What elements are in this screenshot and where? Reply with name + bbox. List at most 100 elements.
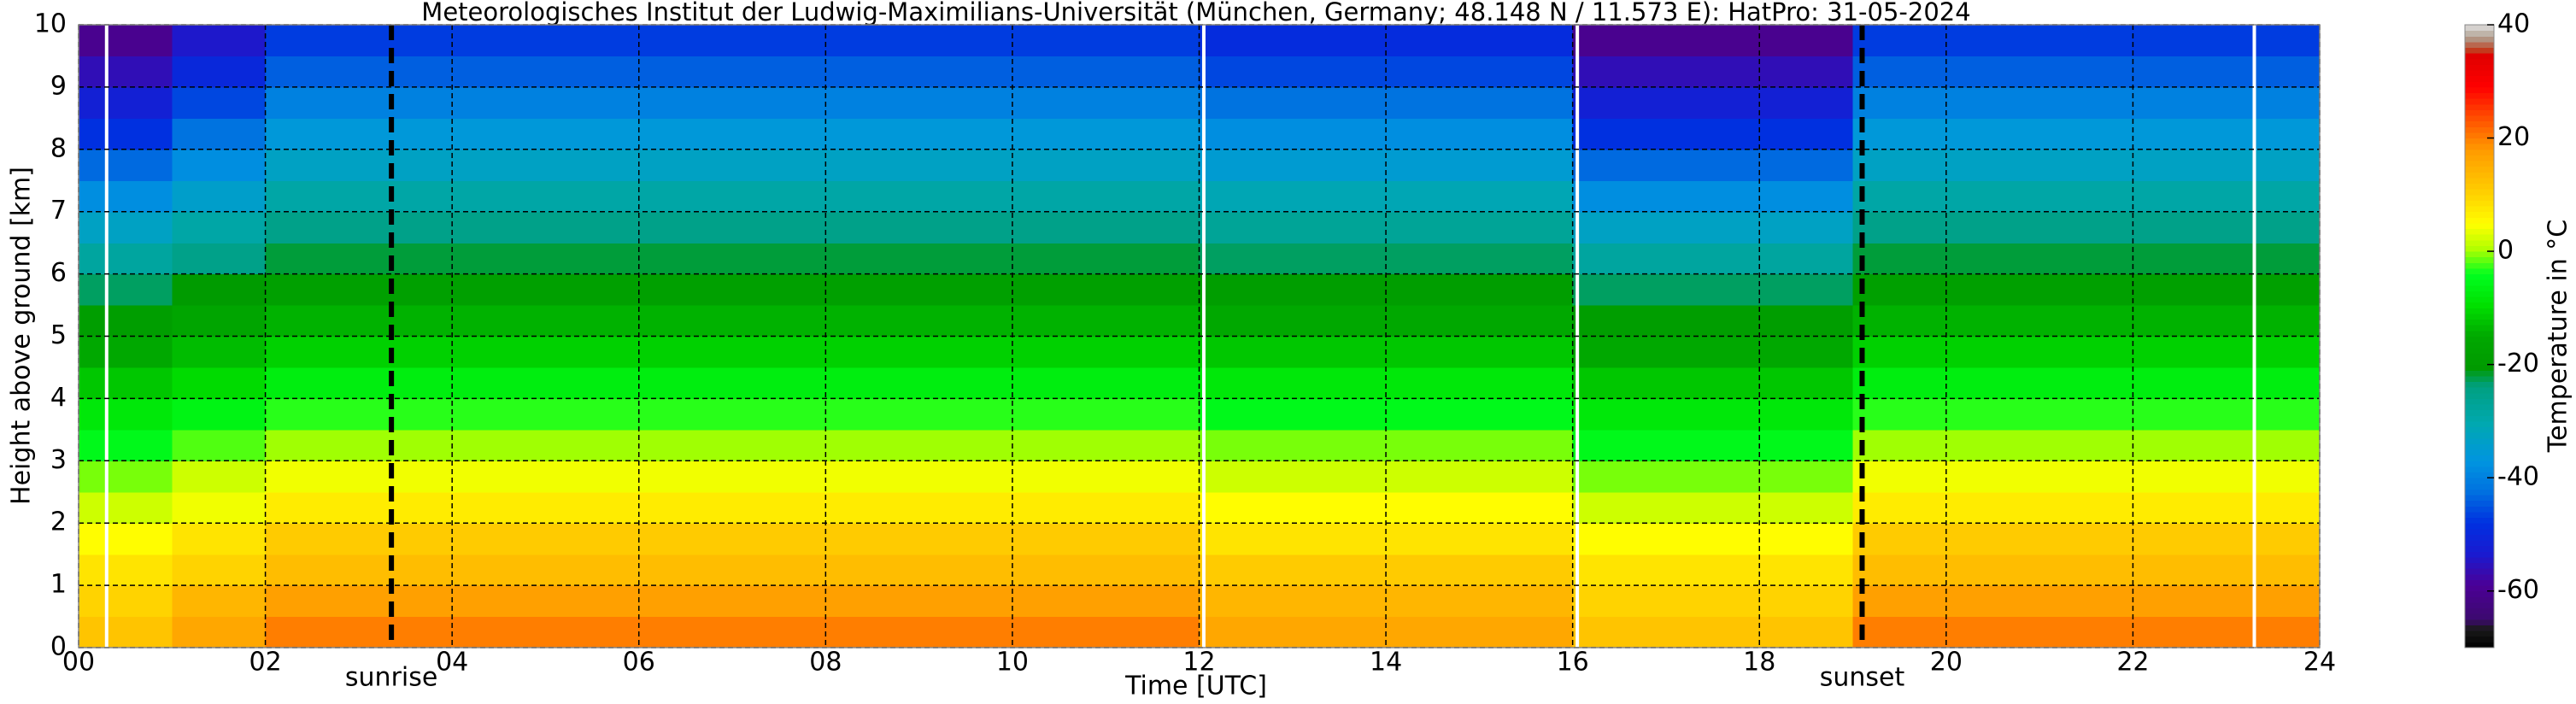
heat-cell [918,305,1013,337]
heat-cell [2226,149,2320,181]
heat-cell [1292,616,1387,648]
heat-cell [1665,86,1760,119]
heat-cell [825,523,920,555]
heat-cell [1572,25,1667,57]
heat-cell [79,491,173,524]
colorbar-segment [2465,126,2494,133]
heat-cell [1106,585,1200,618]
heat-cell [1945,429,2040,461]
heat-cell [2226,336,2320,368]
heat-cell [638,523,733,555]
heat-cell [1012,243,1106,275]
heat-cell [1012,336,1106,368]
heat-cell [2133,336,2227,368]
heat-cell [638,429,733,461]
colorbar-segment [2465,631,2494,637]
heat-cell [1292,429,1387,461]
heat-cell [358,336,453,368]
heat-cell [918,616,1013,648]
heat-cell [1012,56,1106,88]
heat-cell [545,180,640,213]
heat-cell [1572,429,1667,461]
heat-cell [79,336,173,368]
heat-cell [2133,273,2227,306]
heat-cell [1012,554,1106,586]
heat-cell [172,86,267,119]
heat-cell [1572,616,1667,648]
heat-cell [79,25,173,57]
heat-cell [825,554,920,586]
heat-cell [1012,273,1106,306]
heat-cell [1759,211,1854,243]
heat-cell [452,523,547,555]
heat-cell [1759,367,1854,399]
heat-cell [452,56,547,88]
x-tick-label: 00 [62,648,95,678]
heat-cell [2226,429,2320,461]
heat-cell [2226,273,2320,306]
heat-cell [79,523,173,555]
heat-cell [918,273,1013,306]
heat-cell [1012,616,1106,648]
heat-cell [1852,398,1947,431]
heat-cell [1479,86,1574,119]
heat-cell [1292,461,1387,493]
colorbar-segment [2465,359,2494,366]
heat-cell [172,305,267,337]
colorbar-segment [2465,613,2494,620]
colorbar-segment [2465,75,2494,82]
heat-cell [1106,616,1200,648]
heat-cell [2226,211,2320,243]
colorbar-segment [2465,98,2494,105]
heat-cell [638,86,733,119]
heat-cell [732,305,826,337]
heat-cell [1292,56,1387,88]
heat-cell [452,429,547,461]
heat-cell [2039,149,2134,181]
heat-cell [638,554,733,586]
heat-cell [79,273,173,306]
heat-cell [1852,149,1947,181]
heat-cell [825,305,920,337]
heat-cell [545,491,640,524]
heat-cell [1012,367,1106,399]
colorbar-segment [2465,495,2494,502]
heat-cell [1759,491,1854,524]
heat-cell [1852,616,1947,648]
heat-cell [265,554,360,586]
heat-cell [2226,585,2320,618]
heat-cell [1199,523,1294,555]
heat-cell [1199,86,1294,119]
heat-cell [1292,149,1387,181]
colorbar-segment [2465,70,2494,77]
heat-cell [1572,305,1667,337]
x-tick-label: 14 [1370,648,1402,678]
heat-cell [1759,585,1854,618]
colorbar-segment [2465,267,2494,275]
heat-cell [732,211,826,243]
heat-cell [1386,243,1480,275]
heat-cell [2133,461,2227,493]
heat-cell [2226,25,2320,57]
heat-cell [358,554,453,586]
colorbar-segment [2465,313,2494,320]
heat-cell [732,367,826,399]
heat-cell [172,523,267,555]
heat-cell [732,180,826,213]
heat-cell [918,336,1013,368]
heat-cell [79,554,173,586]
heat-cell [2133,25,2227,57]
heat-cell [2226,554,2320,586]
y-tick-label: 0 [50,632,67,662]
colorbar-segment [2465,200,2494,207]
colorbar-segment [2465,489,2494,496]
colorbar-segment [2465,53,2494,60]
heat-cell [1572,585,1667,618]
heat-cell [452,461,547,493]
heat-cell [172,367,267,399]
heat-cell [265,86,360,119]
heat-cell [79,243,173,275]
colorbar-segment [2465,562,2494,569]
heat-cell [172,25,267,57]
heat-cell [1479,616,1574,648]
